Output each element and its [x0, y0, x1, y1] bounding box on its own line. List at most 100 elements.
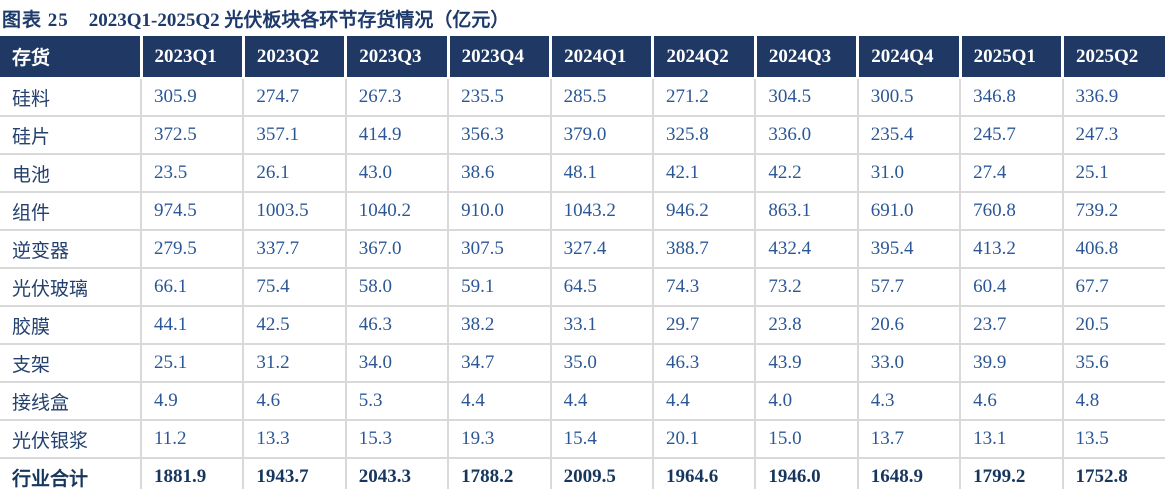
value-cell: 59.1 — [447, 267, 551, 306]
table-body: 硅料 305.9 274.7 267.3 235.5 285.5 271.2 304.5 300… — [0, 77, 1165, 489]
value-cell: 300.5 — [856, 77, 961, 116]
table-row: 逆变器 279.5 337.7 367.0 307.5 327.4 388.7 432.4 39… — [0, 229, 1165, 268]
value-cell: 271.2 — [651, 77, 756, 116]
value-cell: 20.1 — [651, 419, 756, 458]
value-cell: 58.0 — [344, 267, 449, 306]
value-cell: 4.4 — [651, 381, 756, 420]
value-cell: 4.4 — [447, 381, 551, 420]
value-cell: 760.8 — [959, 191, 1063, 230]
value-cell: 235.5 — [447, 77, 551, 116]
header-cell-label: 存货 — [0, 36, 141, 79]
value-cell: 57.7 — [856, 267, 961, 306]
value-cell: 43.0 — [344, 153, 449, 192]
inventory-table: 存货 2023Q1 2023Q2 2023Q3 2023Q4 2024Q1 2024Q2 20… — [0, 36, 1165, 489]
value-cell: 946.2 — [651, 191, 756, 230]
value-cell: 13.1 — [959, 419, 1063, 458]
value-cell: 336.9 — [1061, 77, 1165, 116]
value-cell: 73.2 — [754, 267, 858, 306]
value-cell: 235.4 — [856, 115, 961, 154]
header-cell-quarter: 2023Q3 — [344, 36, 449, 79]
value-cell: 388.7 — [651, 229, 756, 268]
row-label: 支架 — [0, 343, 141, 382]
value-cell: 336.0 — [754, 115, 858, 154]
row-label: 电池 — [0, 153, 141, 192]
value-cell: 346.8 — [959, 77, 1063, 116]
header-cell-quarter: 2024Q1 — [549, 36, 653, 79]
value-cell: 26.1 — [242, 153, 346, 192]
value-cell: 1788.2 — [447, 457, 551, 489]
value-cell: 43.9 — [754, 343, 858, 382]
value-cell: 372.5 — [139, 115, 244, 154]
row-label: 行业合计 — [0, 457, 141, 489]
header-row: 存货 2023Q1 2023Q2 2023Q3 2023Q4 2024Q1 2024Q2 20… — [0, 36, 1165, 79]
row-label: 组件 — [0, 191, 141, 230]
header-cell-quarter: 2024Q2 — [651, 36, 756, 79]
value-cell: 15.4 — [549, 419, 653, 458]
value-cell: 38.2 — [447, 305, 551, 344]
value-cell: 1964.6 — [651, 457, 756, 489]
value-cell: 15.3 — [344, 419, 449, 458]
value-cell: 1799.2 — [959, 457, 1063, 489]
value-cell: 20.5 — [1061, 305, 1165, 344]
header-cell-quarter: 2023Q1 — [139, 36, 244, 79]
header-cell-quarter: 2023Q2 — [241, 36, 346, 79]
value-cell: 305.9 — [139, 77, 244, 116]
row-label: 接线盒 — [0, 381, 141, 420]
table-row: 支架 25.1 31.2 34.0 34.7 35.0 46.3 43.9 33.0 39.9 35… — [0, 343, 1165, 382]
value-cell: 38.6 — [447, 153, 551, 192]
value-cell: 2009.5 — [549, 457, 653, 489]
value-cell: 23.5 — [139, 153, 244, 192]
value-cell: 25.1 — [139, 343, 244, 382]
value-cell: 413.2 — [959, 229, 1063, 268]
value-cell: 4.8 — [1061, 381, 1165, 420]
value-cell: 1943.7 — [242, 457, 346, 489]
value-cell: 66.1 — [139, 267, 244, 306]
value-cell: 19.3 — [447, 419, 551, 458]
value-cell: 274.7 — [242, 77, 346, 116]
value-cell: 13.3 — [242, 419, 346, 458]
table-row: 行业合计 1881.9 1943.7 2043.3 1788.2 2009.5 1964.6… — [0, 457, 1165, 489]
header-cell-quarter: 2025Q1 — [958, 36, 1063, 79]
value-cell: 4.6 — [959, 381, 1063, 420]
header-cell-quarter: 2023Q4 — [446, 36, 551, 79]
value-cell: 23.7 — [959, 305, 1063, 344]
table-row: 硅片 372.5 357.1 414.9 356.3 379.0 325.8 336.0 235… — [0, 115, 1165, 154]
value-cell: 42.5 — [242, 305, 346, 344]
value-cell: 27.4 — [959, 153, 1063, 192]
value-cell: 1881.9 — [139, 457, 244, 489]
value-cell: 691.0 — [856, 191, 961, 230]
row-label: 胶膜 — [0, 305, 141, 344]
value-cell: 307.5 — [447, 229, 551, 268]
value-cell: 4.3 — [856, 381, 961, 420]
table-row: 光伏玻璃 66.1 75.4 58.0 59.1 64.5 74.3 73.2 57.7 60.4… — [0, 267, 1165, 306]
value-cell: 44.1 — [139, 305, 244, 344]
value-cell: 1752.8 — [1061, 457, 1165, 489]
value-cell: 1003.5 — [242, 191, 346, 230]
value-cell: 356.3 — [447, 115, 551, 154]
value-cell: 35.6 — [1061, 343, 1165, 382]
value-cell: 33.1 — [549, 305, 653, 344]
value-cell: 1040.2 — [344, 191, 449, 230]
row-label: 光伏玻璃 — [0, 267, 141, 306]
value-cell: 1043.2 — [549, 191, 653, 230]
value-cell: 67.7 — [1061, 267, 1165, 306]
table-header: 存货 2023Q1 2023Q2 2023Q3 2023Q4 2024Q1 2024Q2 20… — [0, 36, 1165, 79]
value-cell: 1648.9 — [856, 457, 961, 489]
value-cell: 1946.0 — [754, 457, 858, 489]
value-cell: 34.0 — [344, 343, 449, 382]
value-cell: 13.5 — [1061, 419, 1165, 458]
value-cell: 379.0 — [549, 115, 653, 154]
value-cell: 863.1 — [754, 191, 858, 230]
figure-title: 2023Q1-2025Q2 光伏板块各环节存货情况（亿元） — [88, 10, 510, 31]
row-label: 硅片 — [0, 115, 141, 154]
header-cell-quarter: 2025Q2 — [1061, 36, 1165, 79]
value-cell: 29.7 — [651, 305, 756, 344]
row-label: 光伏银浆 — [0, 419, 141, 458]
value-cell: 31.2 — [242, 343, 346, 382]
value-cell: 42.1 — [651, 153, 756, 192]
value-cell: 48.1 — [549, 153, 653, 192]
value-cell: 13.7 — [856, 419, 961, 458]
value-cell: 337.7 — [242, 229, 346, 268]
value-cell: 74.3 — [651, 267, 756, 306]
